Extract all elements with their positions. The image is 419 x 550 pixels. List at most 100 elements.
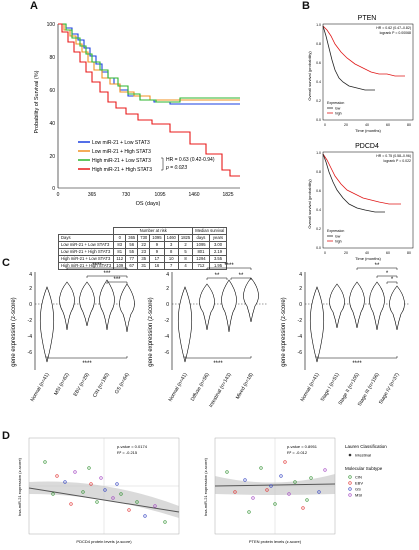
risk-table-top-header: Number at risk — [113, 227, 194, 235]
panel-label-d: D — [2, 430, 10, 442]
sig-label: * — [391, 277, 394, 283]
panel-b-title-1: PTEN — [358, 15, 377, 22]
violin — [329, 283, 345, 329]
legend-label: low — [335, 107, 341, 111]
sig-label: *** — [103, 271, 111, 277]
legend-label: Low miR-21 + High STAT3 — [92, 149, 151, 155]
panel-d-points-2 — [225, 460, 327, 514]
violin — [199, 283, 215, 331]
xtick: 365 — [88, 192, 97, 198]
legend-label: High miR-21 + Low STAT3 — [92, 158, 151, 164]
category-label: Stage IV (n=37) — [378, 372, 401, 406]
panel-d-p-1: p-value = 0.0174 — [117, 444, 148, 449]
panel-d-legend: Lauren Classification Intestinal Molecul… — [345, 444, 387, 498]
category-label: Normal (n=41) — [167, 372, 188, 403]
violin — [79, 281, 95, 327]
ytick: 0.0 — [316, 246, 321, 250]
category-label: Diffuse (n=56) — [190, 372, 211, 403]
panel-a-yticks: 100 80 60 40 20 0 — [47, 22, 56, 192]
panel-b-legend-title-1: Expression — [327, 101, 344, 105]
violin — [221, 279, 237, 333]
panel-c-ylabel-3: gene expression (z-score) — [281, 297, 287, 366]
sig-label: ** — [215, 273, 220, 279]
violin — [349, 281, 365, 329]
legend-label: low — [335, 235, 341, 239]
table-row: Low miR-21 + High STAT3 81 55 23 9 8 5 801 2.19 — [57, 248, 228, 256]
panel-label-b: B — [302, 0, 310, 12]
ytick: 4 — [299, 272, 302, 278]
ytick: 60 — [49, 88, 55, 94]
xtick: 80 — [407, 123, 411, 127]
table-row: High miR-21 + High STAT3 109 67 31 16 7 4 712 1.… — [57, 262, 228, 270]
km-curve-high-high — [58, 23, 240, 177]
category-label: MSI (n=62) — [53, 372, 71, 397]
panel-d-points-1 — [43, 460, 167, 524]
legend-title: Molecular Subtype — [345, 466, 383, 471]
ytick: 20 — [49, 154, 55, 160]
category-label: Stage I (n=51) — [320, 372, 341, 403]
xtick: 40 — [365, 251, 369, 255]
category-label: GS (n=64) — [114, 372, 131, 395]
xtick: 60 — [386, 123, 390, 127]
xtick: 20 — [344, 251, 348, 255]
violin — [309, 286, 325, 363]
ytick: 2 — [29, 286, 32, 292]
xtick: 60 — [386, 251, 390, 255]
category-label: EBV (n=29) — [73, 372, 91, 398]
violin — [119, 283, 135, 333]
ytick: 0.0 — [316, 118, 321, 122]
violin — [59, 281, 75, 331]
table-row: Low miR-21 + Low STAT3 83 56 22 9 3 2 1095 3.00 — [57, 241, 228, 249]
xtick: 40 — [365, 123, 369, 127]
legend-label: EBV — [355, 481, 363, 486]
sig-label: **** — [213, 361, 223, 367]
violin — [389, 285, 405, 331]
sig-label: ** — [375, 263, 380, 269]
ytick: -4 — [28, 334, 33, 340]
category-label: Stage II (n=105) — [338, 372, 361, 406]
legend-label: high — [335, 112, 342, 116]
violin — [369, 281, 385, 331]
ytick: -4 — [298, 334, 303, 340]
legend-label: High miR-21 + High STAT3 — [92, 167, 152, 173]
panel-d-ylabel-1: hsa-miR-21 expression (z-score) — [17, 457, 22, 516]
ytick: 0 — [166, 302, 169, 308]
panel-d-xlabel-1: PDCD4 protein levels (z-score) — [76, 539, 132, 544]
panel-d-r2-2: R² = -0.012 — [287, 450, 308, 455]
panel-a-ylabel: Probability of Survival (%) — [34, 70, 40, 133]
ytick: -6 — [298, 350, 303, 356]
ytick: -2 — [298, 318, 303, 324]
category-label: Normal (n=41) — [29, 372, 50, 403]
xtick: 730 — [122, 192, 131, 198]
violin — [243, 277, 259, 323]
km-curve-high-low — [58, 23, 240, 103]
xtick: 0 — [324, 251, 326, 255]
panel-a-xlabel: OS (days) — [136, 201, 161, 207]
ytick: -2 — [28, 318, 33, 324]
ytick: 100 — [47, 22, 56, 28]
panel-a-p: p = 0.023 — [165, 165, 187, 171]
panel-b-ylabel-2: Overall survival (probability) — [307, 179, 312, 229]
sig-label: **** — [82, 361, 92, 367]
km-curve-low-high — [58, 23, 240, 101]
xtick: 20 — [344, 123, 348, 127]
panel-b-p-2: logrank P = 0.022 — [384, 159, 412, 163]
legend-label: Low miR-21 + Low STAT3 — [92, 140, 150, 146]
panel-b-title-2: PDCD4 — [355, 143, 379, 150]
ytick: 1.0 — [316, 151, 321, 155]
ytick: 80 — [49, 55, 55, 61]
xtick: 0 — [324, 123, 326, 127]
ytick: 0.2 — [316, 99, 321, 103]
panel-c-ylabel-2: gene expression (z-score) — [148, 297, 154, 366]
ytick: 2 — [166, 286, 169, 292]
legend-title: Lauren Classification — [345, 444, 387, 449]
risk-table-median-header: Median survival — [192, 227, 228, 235]
panel-a-xticks: 0 365 730 1095 1460 1825 — [57, 192, 234, 198]
panel-a-km-plot: Probability of Survival (%) 100 80 60 40… — [34, 22, 240, 207]
ytick: -6 — [28, 350, 33, 356]
panel-d-scatter: hsa-miR-21 expression (z-score) p-value … — [17, 437, 387, 544]
xtick: 80 — [407, 251, 411, 255]
ytick: 0.4 — [316, 80, 321, 84]
panel-b-km-plots: PTEN Overall survival (probability) 0.0 … — [307, 15, 414, 261]
sig-label: **** — [352, 361, 362, 367]
